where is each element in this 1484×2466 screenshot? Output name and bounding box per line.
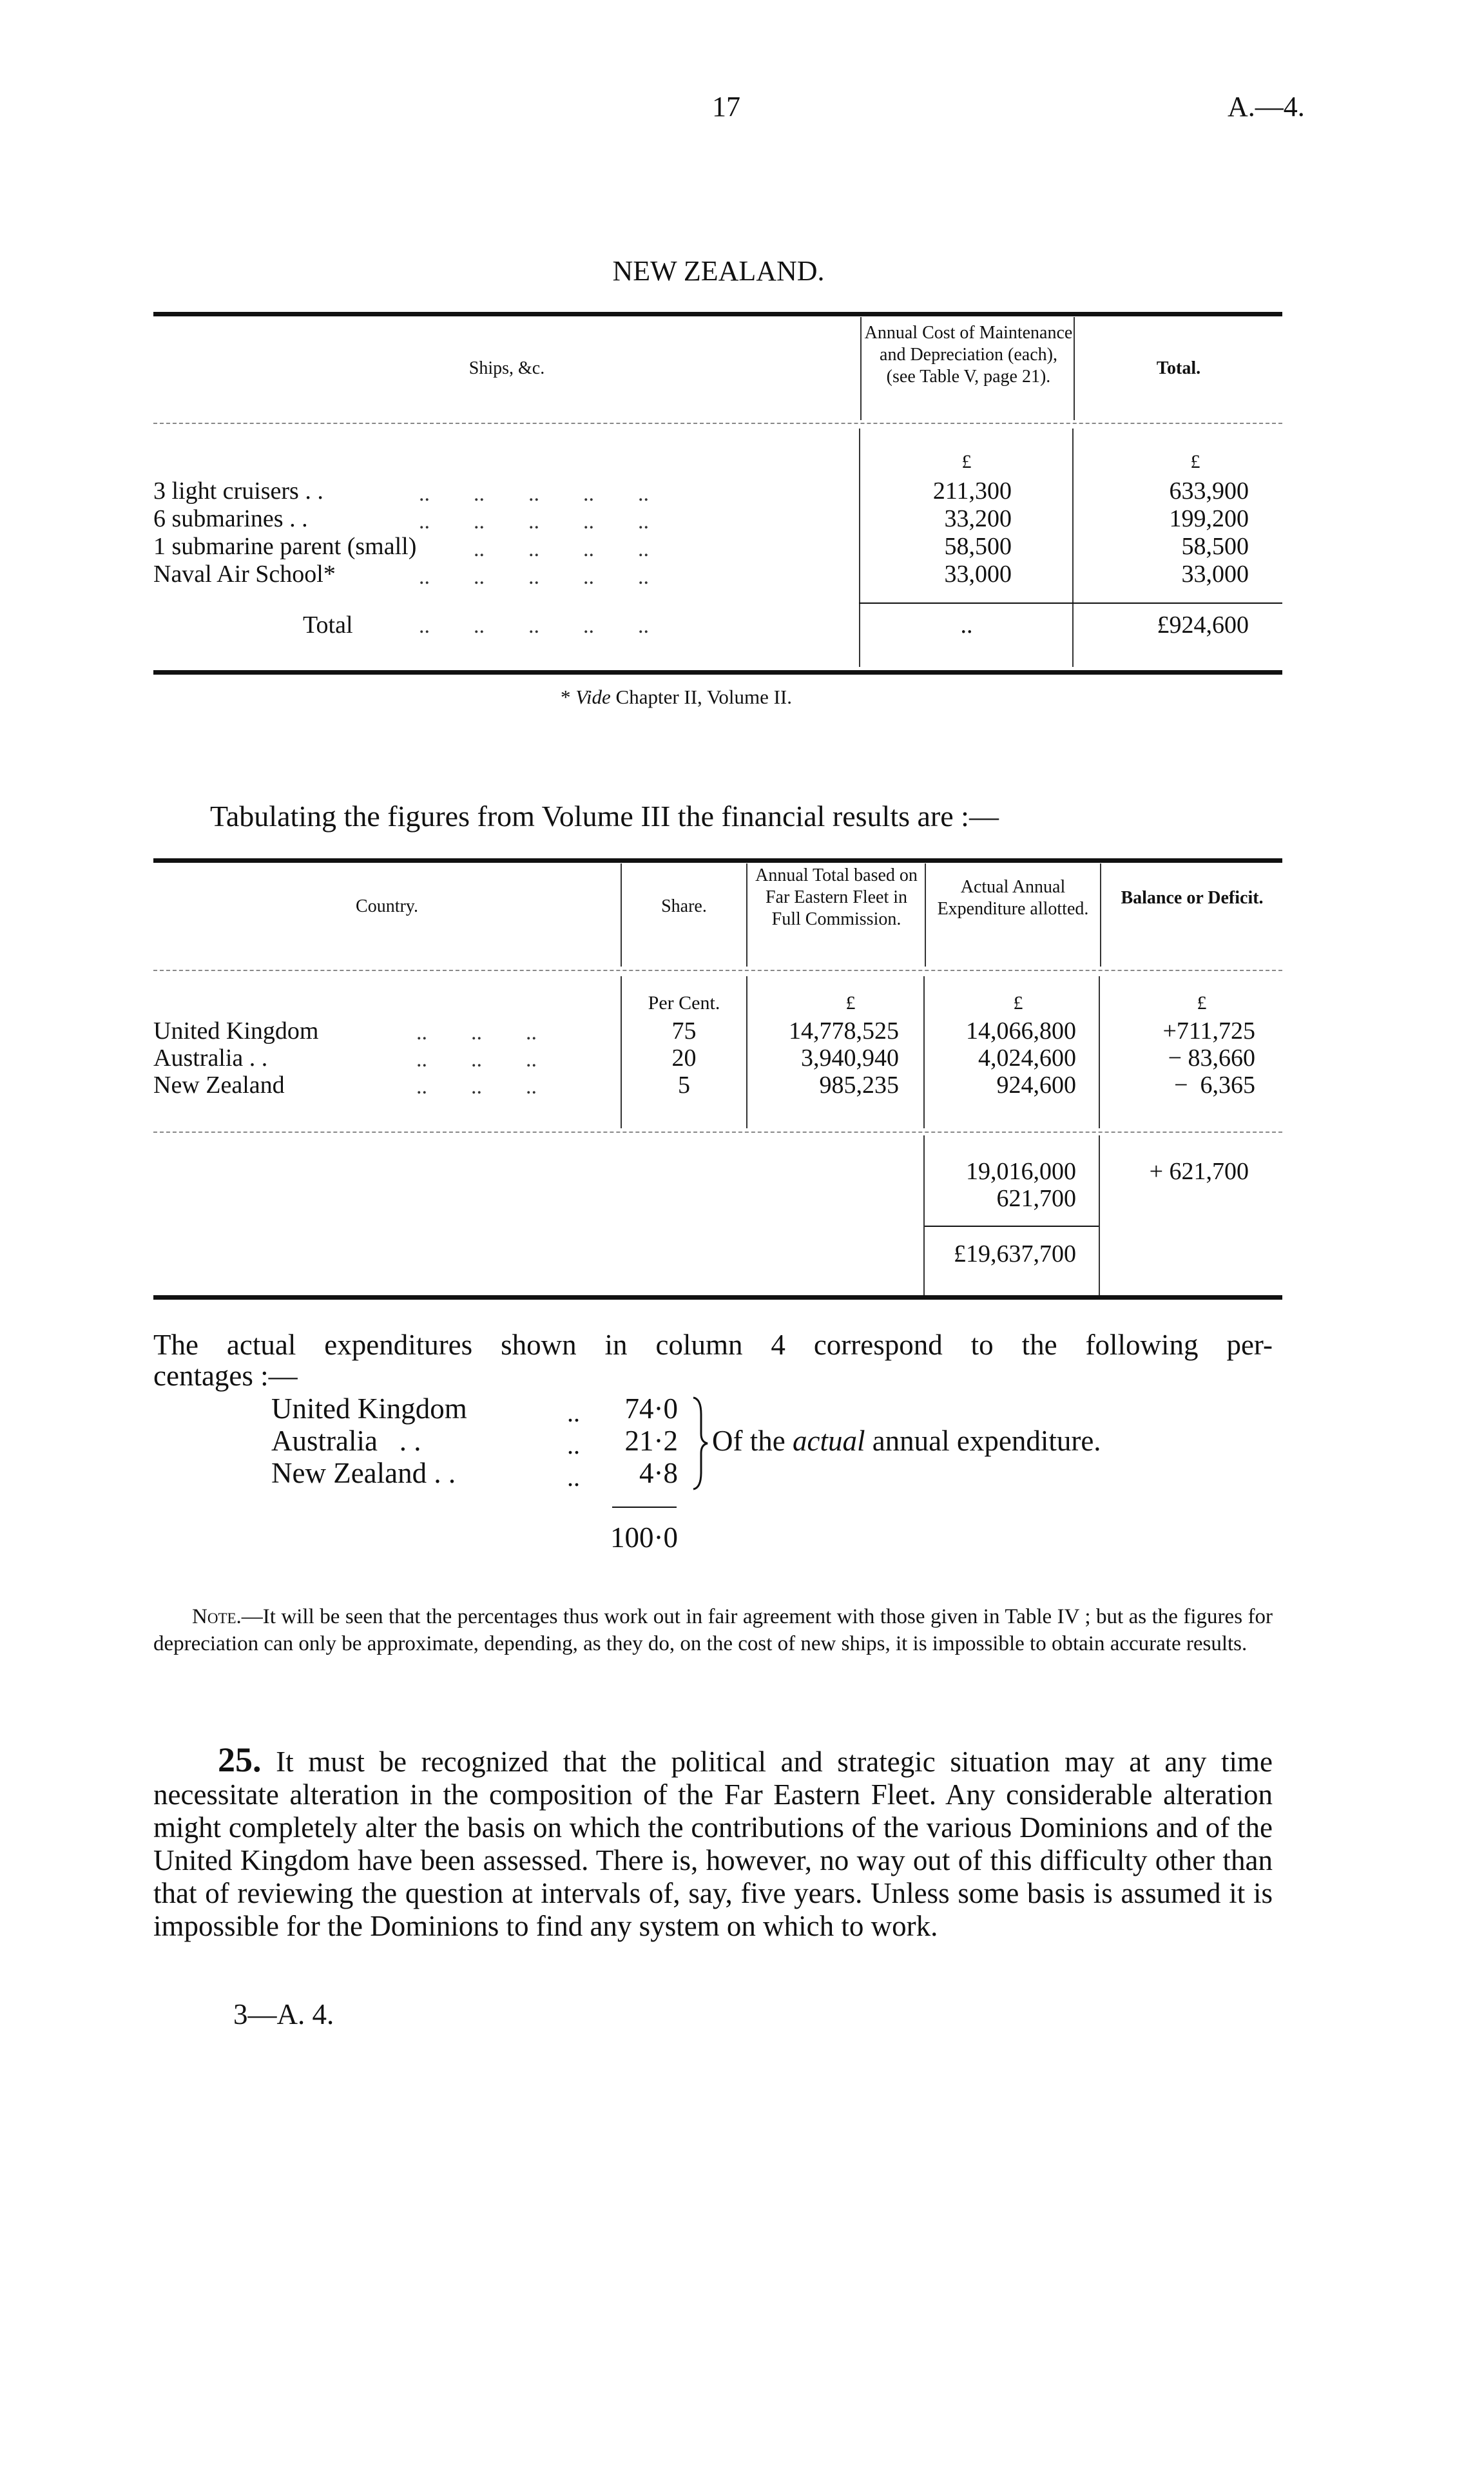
table2-col-divider (923, 976, 925, 1128)
table2-header-actual: Actual Annual Expenditure allotted. (937, 877, 1089, 919)
table2-col-divider (621, 976, 622, 1128)
percentage-label: Australia . . (271, 1425, 421, 1457)
percentage-value: 74·0 (624, 1392, 679, 1425)
total-cell: 58,500 (1181, 533, 1249, 560)
paragraph-25: 25. It must be recognized that the polit… (153, 1740, 1273, 1942)
percentage-value: 4·8 (639, 1457, 678, 1489)
table2-col-divider (746, 976, 747, 1128)
brace-icon (693, 1396, 708, 1490)
leader-dots: .. .. .. (567, 1398, 580, 1492)
actual-cell: 924,600 (996, 1072, 1077, 1099)
share-cell: 75 (671, 1017, 697, 1045)
percentage-label: United Kingdom (271, 1392, 467, 1425)
table1-header-cost: Annual Cost of Maintenance and Depreciat… (864, 323, 1073, 387)
sum-actual-cell: 19,016,000 (966, 1158, 1076, 1185)
annual-total-cell: 14,778,525 (789, 1017, 899, 1045)
printer-signature: 3—A. 4. (233, 1998, 334, 2030)
balance-cell: − 6,365 (1174, 1072, 1255, 1099)
table2-intro: Tabulating the figures from Volume III t… (210, 800, 999, 833)
balance-cell: +711,725 (1162, 1017, 1255, 1045)
total-cell: 33,000 (1181, 561, 1249, 588)
table1-title: NEW ZEALAND. (612, 255, 825, 287)
table2-col-divider (621, 863, 622, 967)
table2-col-divider (1099, 976, 1100, 1128)
table2-header-rule (153, 970, 1282, 971)
grand-total-cell: £924,600 (1157, 612, 1249, 639)
country-cell: Australia . . (153, 1045, 268, 1072)
unit-label: Per Cent. (648, 992, 720, 1014)
country-cell: New Zealand (153, 1072, 285, 1099)
table2-header-annual-total: Annual Total based on Far Eastern Fleet … (755, 865, 918, 929)
note-paragraph: Note.—It will be seen that the percentag… (153, 1605, 1273, 1655)
cost-cell: 33,000 (944, 561, 1012, 588)
table2-header-share: Share. (661, 896, 707, 916)
cost-cell: 211,300 (932, 477, 1012, 505)
table2-top-rule (153, 858, 1282, 863)
balance-cell: − 83,660 (1168, 1045, 1255, 1072)
unit-label: £ (1013, 992, 1023, 1014)
item-label: 3 light cruisers . . (153, 477, 323, 505)
grand-total-cell: £19,637,700 (954, 1240, 1076, 1267)
percentage-label: New Zealand . . (271, 1457, 456, 1489)
unit-label: £ (1190, 451, 1200, 472)
table2-body-rule (153, 1132, 1282, 1133)
table1-col-divider (1072, 429, 1074, 667)
percentages-sum-rule (612, 1507, 677, 1508)
total-cell: 633,900 (1169, 477, 1249, 505)
country-cell: United Kingdom (153, 1017, 319, 1045)
table1-col-divider (1074, 317, 1075, 420)
item-label: Naval Air School* (153, 561, 336, 588)
unit-label: £ (961, 451, 972, 472)
page-number: 17 (712, 91, 740, 122)
brace-annotation: Of the actual annual expenditure. (712, 1425, 1101, 1457)
table1-total-rule (859, 602, 1282, 604)
table1-bottom-rule (153, 670, 1282, 675)
table2-sum-rule (925, 1226, 1099, 1227)
table2-col-divider (1099, 1135, 1100, 1296)
annual-total-cell: 985,235 (819, 1072, 900, 1099)
table1-top-rule (153, 312, 1282, 316)
add-actual-cell: 621,700 (996, 1185, 1077, 1212)
table1-header-ships: Ships, &c. (468, 358, 545, 378)
annual-total-cell: 3,940,940 (801, 1045, 899, 1072)
table2-col-divider (746, 863, 747, 967)
table1-col-divider (860, 317, 862, 420)
document-reference: A.—4. (1228, 91, 1305, 122)
percentage-total: 100·0 (610, 1521, 678, 1554)
table1-footnote: * Vide Chapter II, Volume II. (561, 686, 793, 708)
table1-header-total: Total. (1156, 358, 1201, 378)
table1-header-rule (153, 423, 1282, 424)
table2-col-divider (1100, 863, 1101, 967)
sum-balance-cell: + 621,700 (1149, 1158, 1249, 1185)
percentages-intro-line2: centages :— (153, 1360, 298, 1392)
table2-col-divider (925, 863, 926, 967)
table1-col-divider (859, 429, 860, 667)
leader-dots: .. .. .. .. .. .. .. .. .. (416, 1021, 537, 1099)
table2-header-country: Country. (356, 896, 418, 916)
actual-cell: 4,024,600 (978, 1045, 1076, 1072)
table2-col-divider (923, 1135, 925, 1296)
item-label: 1 submarine parent (small) (153, 533, 417, 560)
percentage-value: 21·2 (624, 1425, 679, 1457)
total-cell: 199,200 (1169, 505, 1249, 532)
leader-dots: .. .. .. .. .. .. .. .. .. .. .. .. .. .… (419, 482, 649, 589)
share-cell: 20 (671, 1045, 697, 1072)
table2-header-balance: Balance or Deficit. (1121, 888, 1264, 908)
share-cell: 5 (678, 1072, 690, 1099)
total-label: Total (303, 612, 353, 639)
total-cost-cell: .. (960, 612, 973, 639)
table2-bottom-rule (153, 1295, 1282, 1300)
unit-label: £ (1197, 992, 1207, 1014)
unit-label: £ (845, 992, 856, 1014)
item-label: 6 submarines . . (153, 505, 308, 532)
cost-cell: 58,500 (944, 533, 1012, 560)
cost-cell: 33,200 (944, 505, 1012, 532)
leader-dots: .. .. .. .. .. (419, 614, 649, 638)
actual-cell: 14,066,800 (966, 1017, 1076, 1045)
percentages-intro-line1: The actual expenditures shown in column … (153, 1329, 1273, 1361)
